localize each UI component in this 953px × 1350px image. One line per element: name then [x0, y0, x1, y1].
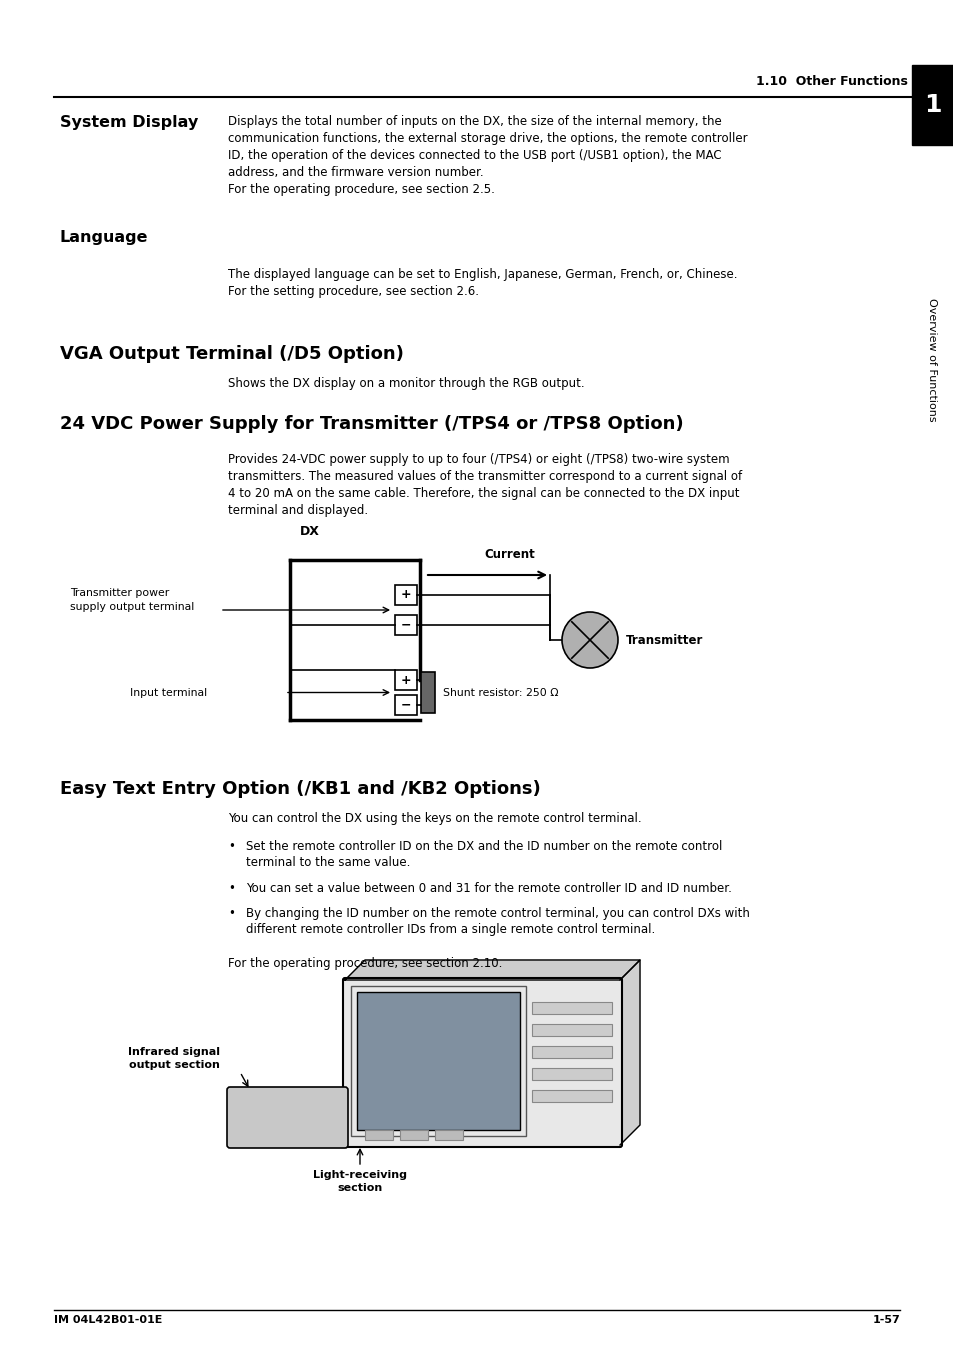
Text: VGA Output Terminal (/D5 Option): VGA Output Terminal (/D5 Option): [60, 346, 403, 363]
Text: Easy Text Entry Option (/KB1 and /KB2 Options): Easy Text Entry Option (/KB1 and /KB2 Op…: [60, 780, 540, 798]
Bar: [356, 992, 519, 1130]
Text: −: −: [400, 698, 411, 711]
Text: 1.10  Other Functions: 1.10 Other Functions: [756, 76, 907, 88]
FancyBboxPatch shape: [343, 977, 621, 1148]
Text: Overview of Functions: Overview of Functions: [926, 298, 936, 421]
Text: Language: Language: [60, 230, 149, 244]
Text: Shunt resistor: 250 Ω: Shunt resistor: 250 Ω: [442, 687, 558, 698]
Text: −: −: [400, 618, 411, 632]
Text: For the operating procedure, see section 2.5.: For the operating procedure, see section…: [228, 184, 495, 196]
Text: different remote controller IDs from a single remote control terminal.: different remote controller IDs from a s…: [246, 923, 655, 936]
Text: 1: 1: [923, 93, 941, 117]
Text: Displays the total number of inputs on the DX, the size of the internal memory, : Displays the total number of inputs on t…: [228, 115, 721, 128]
Text: Set the remote controller ID on the DX and the ID number on the remote control: Set the remote controller ID on the DX a…: [246, 840, 721, 853]
Bar: [420, 672, 435, 713]
Bar: [395, 695, 416, 716]
Bar: [395, 585, 416, 605]
Bar: [532, 1068, 612, 1080]
Bar: [532, 1089, 612, 1102]
Text: Input terminal: Input terminal: [130, 687, 207, 698]
FancyBboxPatch shape: [227, 1087, 348, 1148]
Text: DX: DX: [299, 525, 319, 539]
Bar: [395, 670, 416, 690]
Text: Infrared signal
output section: Infrared signal output section: [128, 1046, 220, 1071]
Text: transmitters. The measured values of the transmitter correspond to a current sig: transmitters. The measured values of the…: [228, 470, 741, 483]
Text: +: +: [400, 589, 411, 602]
Text: System Display: System Display: [60, 115, 198, 130]
Text: ID, the operation of the devices connected to the USB port (/USB1 option), the M: ID, the operation of the devices connect…: [228, 148, 720, 162]
Bar: [532, 1002, 612, 1014]
Polygon shape: [619, 960, 639, 1145]
Text: You can control the DX using the keys on the remote control terminal.: You can control the DX using the keys on…: [228, 811, 641, 825]
Polygon shape: [345, 960, 639, 980]
Text: 24 VDC Power Supply for Transmitter (/TPS4 or /TPS8 Option): 24 VDC Power Supply for Transmitter (/TP…: [60, 414, 683, 433]
Text: Transmitter: Transmitter: [625, 633, 702, 647]
Text: IM 04L42B01-01E: IM 04L42B01-01E: [54, 1315, 162, 1324]
Text: address, and the firmware version number.: address, and the firmware version number…: [228, 166, 483, 180]
Text: By changing the ID number on the remote control terminal, you can control DXs wi: By changing the ID number on the remote …: [246, 907, 749, 919]
Text: Transmitter power
supply output terminal: Transmitter power supply output terminal: [70, 589, 194, 612]
Circle shape: [561, 612, 618, 668]
Text: •: •: [228, 907, 234, 919]
Bar: [351, 986, 525, 1135]
Text: communication functions, the external storage drive, the options, the remote con: communication functions, the external st…: [228, 132, 747, 144]
Text: For the setting procedure, see section 2.6.: For the setting procedure, see section 2…: [228, 285, 478, 298]
Text: The displayed language can be set to English, Japanese, German, French, or, Chin: The displayed language can be set to Eng…: [228, 269, 737, 281]
Text: Current: Current: [484, 548, 535, 562]
Text: •: •: [228, 840, 234, 853]
Text: Provides 24-VDC power supply to up to four (/TPS4) or eight (/TPS8) two-wire sys: Provides 24-VDC power supply to up to fo…: [228, 454, 729, 466]
Bar: [532, 1046, 612, 1058]
Text: You can set a value between 0 and 31 for the remote controller ID and ID number.: You can set a value between 0 and 31 for…: [246, 882, 731, 895]
Bar: [399, 1130, 428, 1139]
Text: •: •: [228, 882, 234, 895]
Bar: [435, 1130, 462, 1139]
Text: terminal to the same value.: terminal to the same value.: [246, 856, 410, 869]
Text: Light-receiving
section: Light-receiving section: [313, 1170, 407, 1193]
Bar: [395, 616, 416, 634]
Text: terminal and displayed.: terminal and displayed.: [228, 504, 368, 517]
Bar: [365, 1130, 393, 1139]
Text: For the operating procedure, see section 2.10.: For the operating procedure, see section…: [228, 957, 502, 971]
Text: 4 to 20 mA on the same cable. Therefore, the signal can be connected to the DX i: 4 to 20 mA on the same cable. Therefore,…: [228, 487, 739, 500]
Bar: [532, 1025, 612, 1035]
Text: 1-57: 1-57: [871, 1315, 899, 1324]
Text: +: +: [400, 674, 411, 687]
Bar: [911, 65, 953, 144]
Text: Shows the DX display on a monitor through the RGB output.: Shows the DX display on a monitor throug…: [228, 377, 584, 390]
